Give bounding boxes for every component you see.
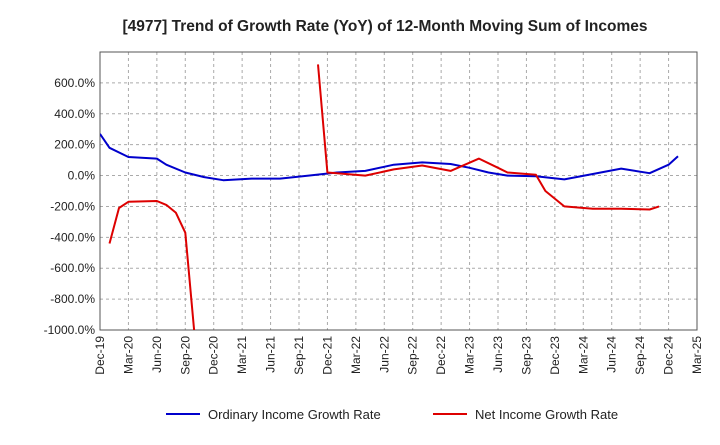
x-tick-label: Mar-25 [690, 336, 704, 374]
series-line-net-income [108, 200, 196, 330]
x-tick-label: Jun-23 [491, 336, 505, 373]
y-tick-label: 0.0% [68, 169, 96, 183]
y-tick-label: 200.0% [54, 138, 95, 152]
series-lines [100, 64, 679, 330]
x-tick-label: Mar-21 [235, 336, 249, 374]
y-tick-label: -400.0% [50, 230, 95, 244]
x-tick-label: Dec-21 [320, 336, 334, 375]
x-tick-label: Dec-19 [93, 336, 107, 375]
x-tick-label: Dec-20 [207, 336, 221, 375]
grid [100, 52, 697, 330]
x-tick-label: Jun-20 [150, 336, 164, 373]
x-tick-label: Dec-22 [434, 336, 448, 375]
x-axis-tick-labels: Dec-19 Mar-20 Jun-20 Sep-20 Dec-20 Mar-21 Jun-… [93, 336, 704, 375]
x-tick-label: Sep-24 [633, 336, 647, 375]
y-tick-label: -800.0% [50, 292, 95, 306]
y-tick-label: -600.0% [50, 261, 95, 275]
x-tick-label: Sep-23 [519, 336, 533, 375]
series-line-ordinary-income [100, 133, 679, 182]
legend: Ordinary Income Growth Rate Net Income Gr… [166, 407, 618, 422]
x-tick-label: Sep-21 [292, 336, 306, 375]
y-axis-tick-labels: 600.0% 400.0% 200.0% 0.0% -200.0% -400.0% -600… [44, 76, 96, 337]
legend-label: Net Income Growth Rate [475, 407, 618, 422]
x-tick-label: Mar-20 [121, 336, 135, 374]
series-line-net-income [317, 64, 660, 211]
x-tick-label: Dec-24 [662, 336, 676, 375]
x-tick-label: Dec-23 [548, 336, 562, 375]
x-tick-label: Jun-24 [605, 336, 619, 373]
x-tick-label: Sep-20 [178, 336, 192, 375]
legend-label: Ordinary Income Growth Rate [208, 407, 381, 422]
plot-area-frame [99, 51, 698, 331]
x-tick-label: Mar-23 [463, 336, 477, 374]
x-tick-label: Jun-22 [377, 336, 391, 373]
x-tick-label: Mar-22 [349, 336, 363, 374]
x-tick-label: Sep-22 [406, 336, 420, 375]
y-tick-label: -1000.0% [44, 323, 96, 337]
x-tick-label: Jun-21 [264, 336, 278, 373]
y-tick-label: 400.0% [54, 107, 95, 121]
y-tick-label: -200.0% [50, 199, 95, 213]
x-tick-label: Mar-24 [576, 336, 590, 374]
y-tick-label: 600.0% [54, 76, 95, 90]
chart-title: [4977] Trend of Growth Rate (YoY) of 12-… [122, 18, 647, 35]
